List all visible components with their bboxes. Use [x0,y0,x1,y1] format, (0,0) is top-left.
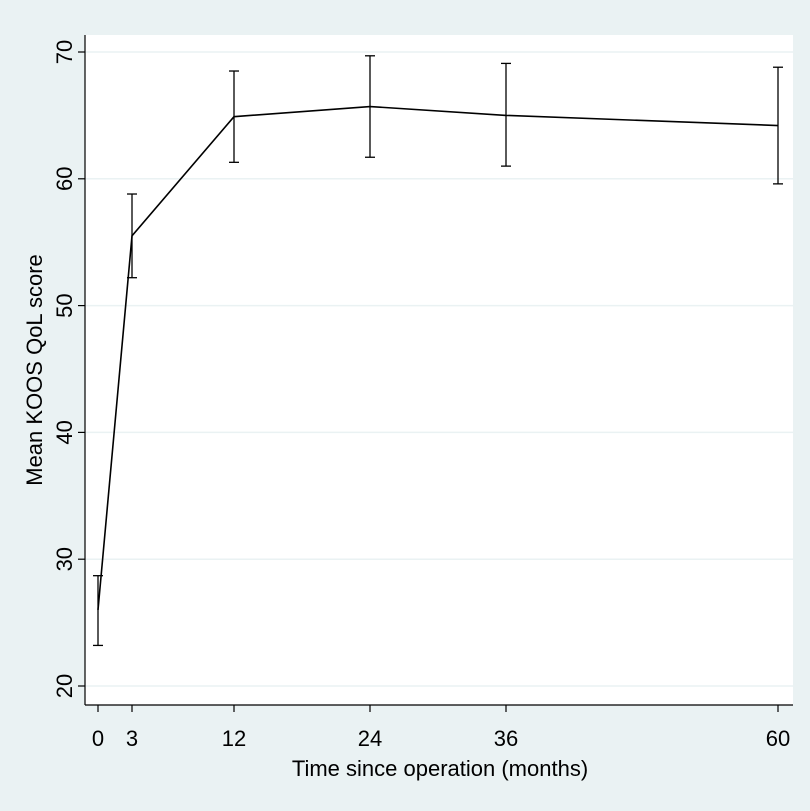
x-tick-label: 60 [766,726,790,751]
y-tick-label: 30 [52,547,77,571]
y-tick-label: 50 [52,293,77,317]
y-tick-label: 70 [52,40,77,64]
y-tick-label: 40 [52,420,77,444]
y-axis-title: Mean KOOS QoL score [22,254,47,486]
x-tick-label: 24 [358,726,382,751]
x-ticks: 0 3 12 24 36 60 [92,705,790,751]
x-axis-title: Time since operation (months) [292,756,588,781]
x-tick-label: 0 [92,726,104,751]
x-tick-label: 12 [222,726,246,751]
series-line [97,105,779,610]
y-tick-label: 60 [52,167,77,191]
plot-area [85,35,793,705]
x-tick-label: 3 [126,726,138,751]
x-tick-label: 36 [494,726,518,751]
y-tick-label: 20 [52,674,77,698]
y-ticks: 20 30 40 50 60 70 [52,40,85,698]
grid [85,51,793,687]
